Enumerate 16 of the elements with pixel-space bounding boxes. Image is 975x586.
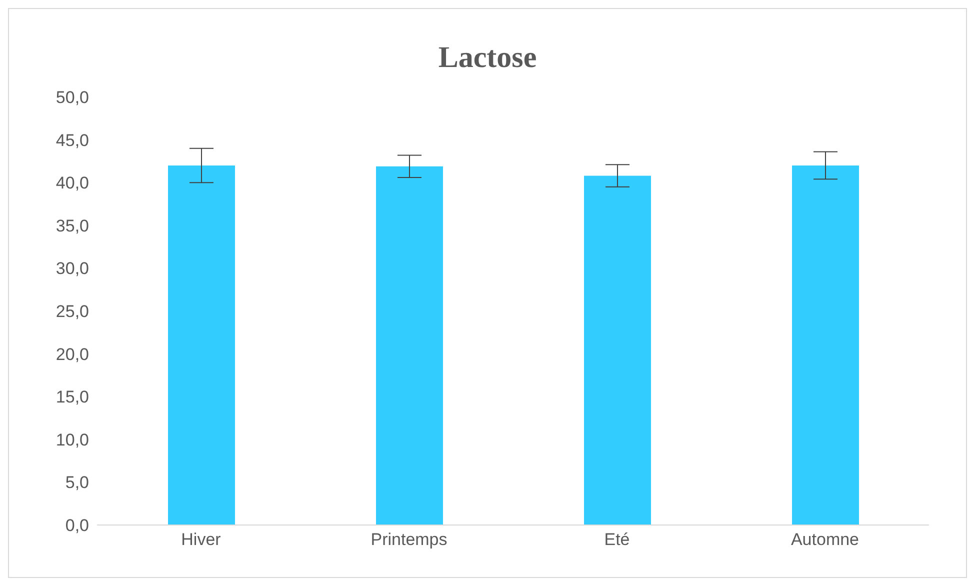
y-tick-label: 45,0: [56, 130, 89, 150]
y-tick-label: 10,0: [56, 430, 89, 450]
y-tick-label: 20,0: [56, 344, 89, 364]
y-tick-label: 50,0: [56, 88, 89, 108]
chart-title: Lactose: [437, 41, 538, 75]
x-tick-label: Hiver: [181, 530, 222, 550]
y-tick-label: 35,0: [56, 216, 89, 236]
x-tick-label: Eté: [604, 530, 630, 550]
y-tick-label: 15,0: [56, 388, 89, 407]
y-tick-label: 5,0: [65, 473, 89, 492]
y-tick-label: 40,0: [56, 174, 89, 193]
y-tick-label: 0,0: [65, 516, 89, 536]
x-tick-label: Printemps: [370, 530, 448, 550]
y-tick-label: 25,0: [56, 302, 89, 322]
x-tick-label: Automne: [790, 530, 860, 550]
y-tick-label: 30,0: [56, 259, 89, 278]
